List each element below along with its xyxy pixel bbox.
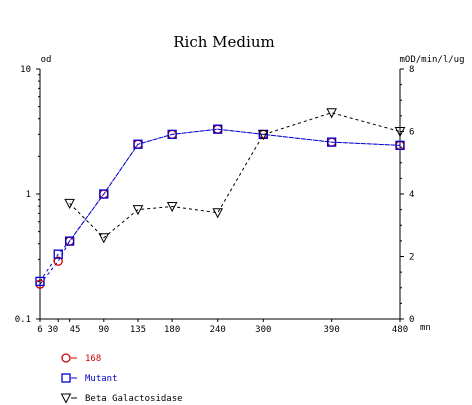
right-tick-label: 2 <box>409 253 414 263</box>
x-axis-label: mn <box>420 323 431 333</box>
point-beta-galactosidase <box>98 233 110 244</box>
legend-marker-mutant <box>61 373 71 383</box>
right-tick-label: 8 <box>409 65 414 75</box>
point-mutant <box>35 276 45 287</box>
point-beta-galactosidase <box>326 108 337 119</box>
right-tick-label: 4 <box>409 190 414 200</box>
point-mutant <box>99 189 109 199</box>
legend-label-168: 168 <box>85 354 101 364</box>
left-tick-label: 1 <box>26 190 31 200</box>
point-mutant <box>53 249 63 259</box>
point-168 <box>53 256 63 266</box>
left-tick-label: 0.1 <box>15 315 31 325</box>
ticks-layer: 6 30 45 90 135 180 240 300 390 480 0.1 1 10 0 2 4 6 8 <box>15 65 415 335</box>
point-mutant <box>395 140 405 151</box>
x-tick-label: 6 <box>37 325 42 335</box>
point-beta-galactosidase <box>132 205 144 216</box>
x-tick-label: 240 <box>210 325 226 335</box>
point-mutant <box>213 124 223 134</box>
x-tick-label: 390 <box>324 325 340 335</box>
x-tick-label: 135 <box>130 325 146 335</box>
point-beta-galactosidase <box>257 130 269 141</box>
legend-marker-beta-galactosidase <box>60 393 72 404</box>
legend-marker-168 <box>61 353 71 363</box>
point-beta-galactosidase <box>64 198 75 209</box>
right-tick-label: 0 <box>409 315 414 325</box>
series-line-beta-galactosidase <box>69 112 401 239</box>
x-tick-label: 90 <box>98 325 109 335</box>
point-mutant <box>326 137 337 147</box>
right-tick-label: 6 <box>409 128 414 138</box>
left-axis-label: od <box>41 55 52 65</box>
legend-label-beta-galactosidase: Beta Galactosidase <box>85 394 183 404</box>
x-tick-label: 300 <box>255 325 271 335</box>
point-beta-galactosidase <box>394 127 406 138</box>
point-beta-galactosidase <box>212 208 224 219</box>
series-markers <box>35 108 406 289</box>
point-mutant <box>133 139 143 149</box>
x-tick-label: 480 <box>392 325 408 335</box>
legend: 168 Mutant Beta Galactosidase <box>60 353 183 404</box>
left-tick-label: 10 <box>20 65 31 75</box>
x-tick-label: 30 <box>47 325 58 335</box>
series-lines <box>39 112 401 285</box>
x-tick-label: 45 <box>70 325 81 335</box>
point-beta-galactosidase <box>166 202 178 213</box>
point-mutant <box>167 129 177 140</box>
legend-label-mutant: Mutant <box>85 374 118 384</box>
point-mutant <box>64 236 75 246</box>
chart-title: Rich Medium <box>173 33 274 51</box>
right-axis-label: mOD/min/l/ug <box>399 55 464 65</box>
x-tick-label: 180 <box>164 325 180 335</box>
series-line-mutant <box>39 128 401 282</box>
